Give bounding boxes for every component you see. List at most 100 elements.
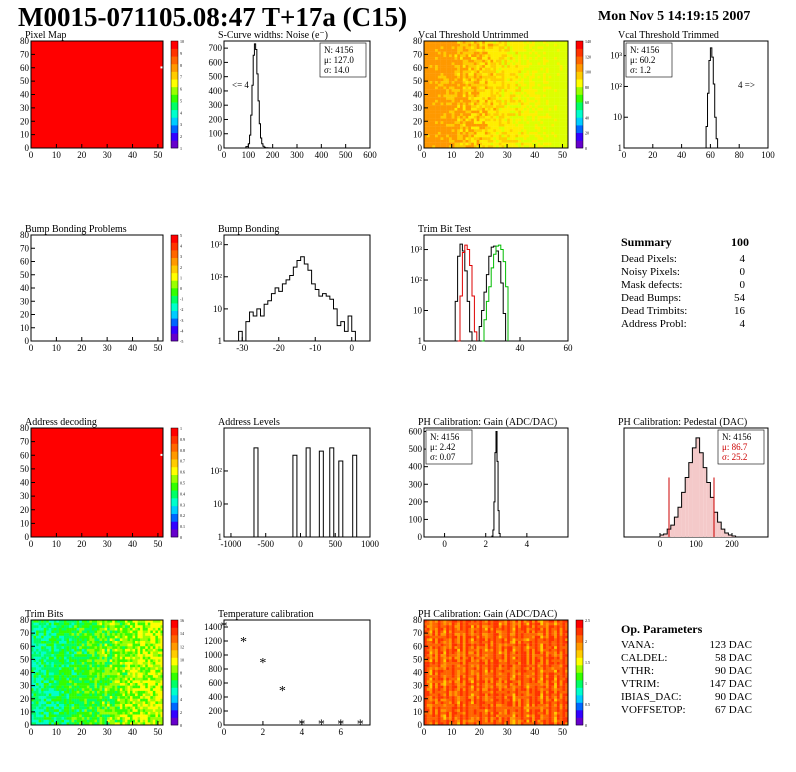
heatmap-cell bbox=[104, 688, 108, 692]
colorbar-segment bbox=[171, 459, 178, 468]
heatmap-cell bbox=[79, 698, 82, 702]
heatmap-cell bbox=[61, 683, 65, 686]
heatmap-cell bbox=[435, 129, 439, 133]
heatmap-cell bbox=[94, 698, 98, 702]
heatmap-cell bbox=[457, 86, 461, 90]
heatmap-cell bbox=[74, 701, 77, 705]
heatmap-cell bbox=[443, 81, 447, 84]
stat-rms: σ: 0.07 bbox=[430, 452, 456, 462]
heatmap-cell bbox=[53, 693, 57, 697]
heatmap-cell bbox=[94, 651, 98, 655]
heatmap-cell bbox=[443, 145, 447, 149]
heatmap-cell bbox=[518, 59, 522, 63]
heatmap-cell bbox=[526, 78, 530, 82]
heatmap-cell bbox=[501, 67, 505, 71]
heatmap-cell bbox=[53, 669, 57, 673]
heatmap-cell bbox=[515, 142, 519, 146]
heatmap-cell bbox=[545, 94, 549, 98]
plot-title: Vcal Threshold Trimmed bbox=[618, 30, 719, 41]
colorbar-segment bbox=[171, 443, 178, 452]
heatmap-cell bbox=[64, 662, 67, 665]
heatmap-cell bbox=[429, 57, 433, 60]
heatmap-cell bbox=[157, 630, 161, 634]
heatmap-cell bbox=[532, 94, 535, 98]
heatmap-cell bbox=[556, 67, 560, 71]
heatmap-cell bbox=[465, 86, 469, 90]
heatmap-cell bbox=[135, 630, 138, 634]
heatmap-cell bbox=[424, 680, 427, 684]
heatmap-cell bbox=[79, 654, 82, 657]
heatmap-cell bbox=[79, 669, 82, 673]
heatmap-cell bbox=[124, 669, 128, 673]
heatmap-cell bbox=[56, 664, 60, 668]
heatmap-cell bbox=[479, 91, 483, 95]
heatmap-cell bbox=[424, 685, 427, 689]
heatmap-cell bbox=[457, 99, 461, 103]
heatmap-cell bbox=[518, 54, 522, 58]
heatmap-cell bbox=[543, 75, 547, 79]
heatmap-cell bbox=[51, 638, 55, 642]
heatmap-cell bbox=[140, 672, 143, 676]
heatmap-cell bbox=[157, 625, 161, 629]
heatmap-cell bbox=[104, 683, 108, 686]
heatmap-cell bbox=[76, 709, 80, 713]
heatmap-cell bbox=[435, 89, 439, 93]
heatmap-cell bbox=[443, 41, 447, 44]
heatmap-cell bbox=[135, 635, 138, 639]
heatmap-cell bbox=[46, 714, 49, 718]
heatmap-cell bbox=[432, 709, 436, 713]
heatmap-cell bbox=[487, 107, 491, 111]
heatmap-cell bbox=[432, 638, 436, 642]
heatmap-cell bbox=[31, 630, 34, 634]
heatmap-cell bbox=[69, 714, 72, 718]
heatmap-cell bbox=[435, 123, 439, 127]
heatmap-cell bbox=[532, 118, 535, 122]
heatmap-cell bbox=[140, 706, 143, 710]
heatmap-cell bbox=[160, 683, 164, 686]
heatmap-cell bbox=[548, 110, 552, 114]
heatmap-cell bbox=[426, 719, 430, 723]
heatmap-cell bbox=[559, 73, 563, 76]
heatmap-cell bbox=[440, 669, 444, 673]
heatmap-cell bbox=[435, 646, 439, 650]
plot-frame bbox=[30, 234, 164, 342]
heatmap-cell bbox=[142, 722, 146, 726]
heatmap-cell bbox=[443, 57, 447, 60]
heatmap-cell bbox=[496, 110, 499, 114]
heatmap-cell bbox=[140, 704, 143, 707]
heatmap-cell bbox=[157, 672, 161, 676]
heatmap-cell bbox=[501, 134, 505, 138]
heatmap-cell bbox=[66, 722, 70, 726]
heatmap-cell bbox=[515, 91, 519, 95]
heatmap-cell bbox=[124, 685, 128, 689]
heatmap-cell bbox=[429, 121, 433, 125]
colorbar-segment bbox=[171, 680, 178, 688]
heatmap-cell bbox=[155, 635, 159, 639]
heatmap-cell bbox=[518, 118, 522, 122]
x-tick-label: 4 bbox=[300, 727, 305, 737]
heatmap-cell bbox=[58, 711, 62, 715]
heatmap-cell bbox=[127, 627, 131, 631]
colorbar-segment bbox=[171, 635, 178, 643]
heatmap-cell bbox=[66, 643, 70, 647]
heatmap-cell bbox=[426, 46, 430, 50]
heatmap-cell bbox=[432, 91, 436, 95]
y-tick-label: 80 bbox=[20, 230, 30, 240]
heatmap-cell bbox=[501, 113, 505, 117]
heatmap-cell bbox=[79, 633, 82, 636]
y-tick-label: 10 bbox=[20, 130, 30, 140]
heatmap-cell bbox=[107, 648, 110, 652]
x-tick-label: 50 bbox=[153, 150, 163, 160]
heatmap-cell bbox=[532, 91, 535, 95]
heatmap-cell bbox=[127, 690, 131, 694]
y-tick-label: 70 bbox=[20, 243, 30, 253]
heatmap-cell bbox=[142, 704, 146, 707]
heatmap-cell bbox=[102, 696, 105, 699]
heatmap-cell bbox=[532, 70, 535, 74]
heatmap-cell bbox=[448, 97, 452, 101]
heatmap-cell bbox=[76, 620, 80, 623]
heatmap-cell bbox=[435, 134, 439, 138]
heatmap-cell bbox=[532, 59, 535, 63]
heatmap-cell bbox=[117, 714, 121, 718]
heatmap-cell bbox=[112, 698, 115, 702]
